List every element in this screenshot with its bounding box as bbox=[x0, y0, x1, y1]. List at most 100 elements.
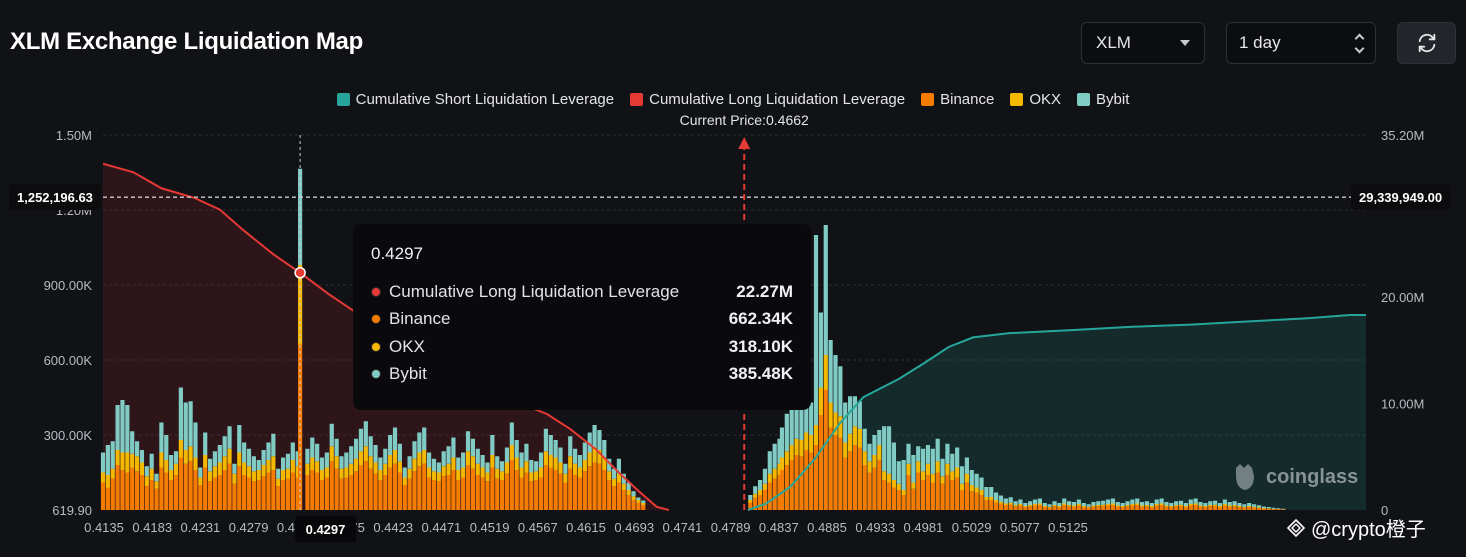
legend-swatch bbox=[1010, 93, 1024, 106]
bar-bybit bbox=[799, 390, 804, 440]
bar-binance bbox=[568, 468, 573, 510]
bar-bybit bbox=[1247, 503, 1252, 506]
legend-label: Cumulative Short Liquidation Leverage bbox=[355, 91, 615, 108]
bar-bybit bbox=[592, 425, 597, 448]
bar-okx bbox=[524, 461, 529, 473]
bar-binance bbox=[339, 478, 344, 510]
tooltip-series-value: 22.27M bbox=[736, 281, 793, 301]
bar-binance bbox=[144, 486, 149, 510]
bar-okx bbox=[100, 472, 106, 483]
bar-okx bbox=[193, 457, 198, 470]
bar-binance bbox=[1008, 504, 1013, 510]
bar-okx bbox=[315, 461, 320, 473]
x-tick-label: 0.5077 bbox=[1000, 520, 1040, 535]
bar-binance bbox=[1154, 505, 1159, 510]
bar-okx bbox=[1144, 505, 1150, 507]
bar-binance bbox=[388, 467, 393, 510]
tooltip-row-1: Binance 662.34K bbox=[371, 306, 793, 334]
bar-binance bbox=[1120, 507, 1125, 510]
bar-bybit bbox=[950, 453, 955, 472]
bar-okx bbox=[538, 467, 544, 478]
bar-binance bbox=[563, 482, 568, 510]
bar-bybit bbox=[979, 477, 984, 490]
bar-bybit bbox=[779, 427, 785, 458]
bar-bybit bbox=[543, 428, 549, 452]
range-select[interactable]: 1 day bbox=[1226, 22, 1376, 64]
bar-binance bbox=[397, 472, 402, 510]
bar-okx bbox=[426, 467, 432, 478]
bar-binance bbox=[1125, 506, 1130, 510]
bar-binance bbox=[1018, 505, 1023, 510]
bar-okx bbox=[285, 468, 291, 479]
bar-bybit bbox=[465, 431, 471, 452]
bar-binance bbox=[344, 477, 349, 510]
bar-okx bbox=[896, 483, 901, 490]
bar-binance bbox=[1178, 506, 1184, 510]
bar-bybit bbox=[475, 448, 480, 464]
bar-bybit bbox=[426, 452, 432, 468]
bar-bybit bbox=[1003, 498, 1008, 504]
bar-bybit bbox=[232, 463, 237, 474]
bar-bybit bbox=[290, 442, 295, 460]
bar-bybit bbox=[984, 487, 989, 497]
bar-binance bbox=[1037, 505, 1043, 510]
bar-bybit bbox=[626, 482, 631, 490]
bar-bybit bbox=[955, 447, 960, 468]
legend-item-0[interactable]: Cumulative Short Liquidation Leverage bbox=[336, 91, 615, 108]
bar-okx bbox=[368, 456, 373, 469]
bar-bybit bbox=[833, 355, 838, 413]
bar-bybit bbox=[1227, 502, 1232, 506]
legend-item-4[interactable]: Bybit bbox=[1077, 91, 1129, 108]
bar-binance bbox=[1247, 507, 1252, 510]
bar-okx bbox=[1266, 508, 1271, 509]
bar-binance bbox=[748, 502, 753, 510]
bar-bybit bbox=[358, 428, 364, 452]
bar-bybit bbox=[767, 451, 772, 474]
bar-bybit bbox=[397, 443, 402, 462]
bar-bybit bbox=[809, 402, 814, 435]
bar-bybit bbox=[1281, 508, 1286, 510]
bar-binance bbox=[412, 471, 417, 510]
bar-bybit bbox=[1023, 503, 1028, 506]
bar-okx bbox=[592, 447, 597, 463]
bar-okx bbox=[290, 460, 295, 473]
bar-bybit bbox=[1256, 505, 1262, 508]
bar-binance bbox=[950, 480, 955, 510]
bar-binance bbox=[105, 487, 110, 510]
bar-bybit bbox=[315, 443, 320, 462]
bar-bybit bbox=[611, 468, 617, 479]
bar-okx bbox=[246, 466, 252, 478]
bar-okx bbox=[626, 490, 631, 495]
refresh-button[interactable] bbox=[1397, 22, 1456, 64]
bar-bybit bbox=[353, 438, 359, 459]
symbol-select[interactable]: XLM bbox=[1081, 22, 1205, 64]
legend-item-3[interactable]: OKX bbox=[1010, 91, 1061, 108]
bar-binance bbox=[1032, 505, 1038, 510]
bar-okx bbox=[149, 468, 154, 480]
bar-bybit bbox=[130, 431, 135, 454]
legend-item-1[interactable]: Cumulative Long Liquidation Leverage bbox=[630, 91, 905, 108]
bar-okx bbox=[611, 478, 617, 487]
bar-binance bbox=[134, 471, 140, 510]
bar-okx bbox=[945, 463, 950, 475]
range-select-value: 1 day bbox=[1239, 33, 1281, 52]
bar-binance bbox=[237, 466, 242, 510]
bar-binance bbox=[843, 457, 848, 510]
bar-binance bbox=[779, 470, 785, 510]
bar-bybit bbox=[363, 421, 368, 447]
bar-bybit bbox=[852, 396, 858, 427]
bar-okx bbox=[998, 501, 1004, 504]
bar-binance bbox=[1076, 505, 1081, 510]
bar-bybit bbox=[789, 382, 794, 445]
bar-bybit bbox=[1242, 504, 1247, 507]
bar-okx bbox=[852, 426, 858, 445]
bar-bybit bbox=[298, 168, 303, 265]
bar-binance bbox=[349, 475, 354, 510]
bar-okx bbox=[339, 468, 344, 479]
legend-item-2[interactable]: Binance bbox=[921, 91, 994, 108]
bar-okx bbox=[1208, 505, 1213, 507]
bar-binance bbox=[1086, 507, 1091, 510]
bar-okx bbox=[813, 425, 819, 445]
bar-binance bbox=[896, 490, 901, 510]
bar-bybit bbox=[470, 438, 475, 457]
